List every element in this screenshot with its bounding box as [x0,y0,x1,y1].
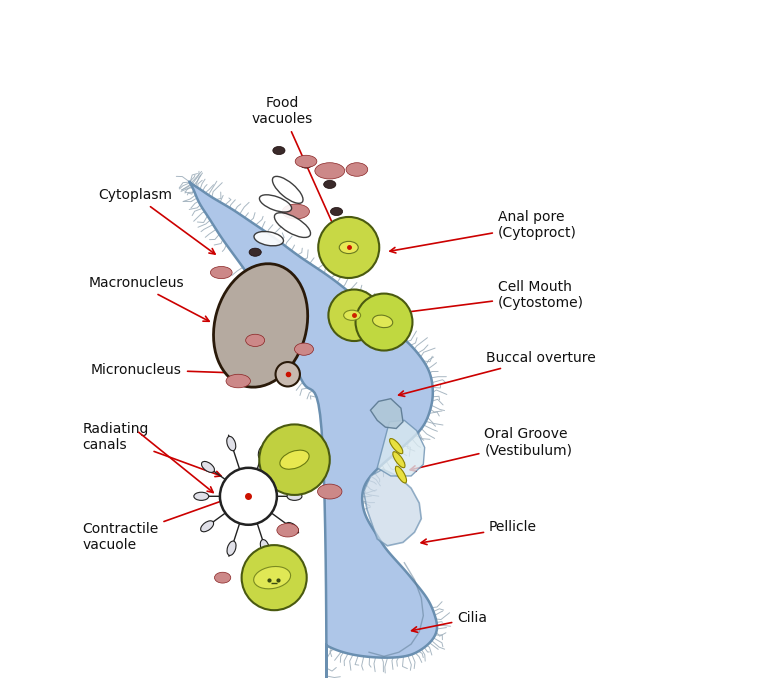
Ellipse shape [277,523,299,537]
Ellipse shape [200,521,214,532]
Ellipse shape [286,458,300,469]
Polygon shape [364,469,422,546]
Ellipse shape [201,462,214,473]
Polygon shape [377,420,425,476]
Ellipse shape [294,343,313,355]
Ellipse shape [346,163,368,176]
Ellipse shape [194,492,209,500]
Ellipse shape [214,264,308,387]
Ellipse shape [286,207,299,216]
Ellipse shape [323,180,336,188]
Text: Cell Mouth
(Cytostome): Cell Mouth (Cytostome) [388,280,584,317]
Ellipse shape [287,492,302,500]
Ellipse shape [317,484,342,499]
Ellipse shape [323,487,336,496]
Circle shape [318,217,379,278]
Ellipse shape [295,155,317,167]
Ellipse shape [253,567,290,589]
Ellipse shape [214,572,230,583]
Ellipse shape [351,167,363,175]
Ellipse shape [273,146,285,155]
Ellipse shape [215,268,227,277]
Ellipse shape [343,311,361,320]
Ellipse shape [280,450,310,469]
Ellipse shape [249,336,261,344]
Text: Micronucleus: Micronucleus [91,363,268,377]
Ellipse shape [392,452,405,468]
Text: Radiating
canals: Radiating canals [82,422,221,477]
Ellipse shape [330,207,343,216]
Text: Cytoplasm: Cytoplasm [98,188,215,254]
Text: Macronucleus: Macronucleus [89,277,209,321]
Ellipse shape [227,541,236,555]
Ellipse shape [389,439,403,454]
Polygon shape [190,182,437,678]
Ellipse shape [254,231,283,246]
Ellipse shape [273,176,303,203]
Ellipse shape [249,248,261,256]
Ellipse shape [258,445,267,459]
Ellipse shape [300,160,312,168]
Ellipse shape [246,334,265,346]
Text: Pellicle: Pellicle [421,521,537,544]
Text: Oral Groove
(Vestibulum): Oral Groove (Vestibulum) [410,427,572,471]
Ellipse shape [315,163,345,179]
Ellipse shape [339,241,358,254]
Ellipse shape [210,266,232,279]
Polygon shape [370,399,403,428]
Circle shape [329,290,380,341]
Circle shape [356,294,412,351]
Circle shape [276,362,300,386]
Text: Food
vacuoles: Food vacuoles [252,96,341,242]
Ellipse shape [396,466,406,483]
Ellipse shape [296,345,309,353]
Ellipse shape [260,540,270,554]
Ellipse shape [226,374,250,388]
Text: Contractile
vacuole: Contractile vacuole [82,498,229,552]
Ellipse shape [286,523,299,534]
Circle shape [242,545,306,610]
Ellipse shape [274,213,310,237]
Text: Cilia: Cilia [412,612,487,633]
Ellipse shape [260,195,292,212]
Ellipse shape [227,437,236,451]
Ellipse shape [372,315,392,327]
Circle shape [260,424,329,495]
Ellipse shape [283,204,310,219]
Text: Anal pore
(Cytoproct): Anal pore (Cytoproct) [390,210,577,253]
Ellipse shape [229,377,241,385]
Text: Buccal overture: Buccal overture [399,351,595,397]
Circle shape [220,468,277,525]
Ellipse shape [217,574,229,582]
Ellipse shape [280,526,292,534]
